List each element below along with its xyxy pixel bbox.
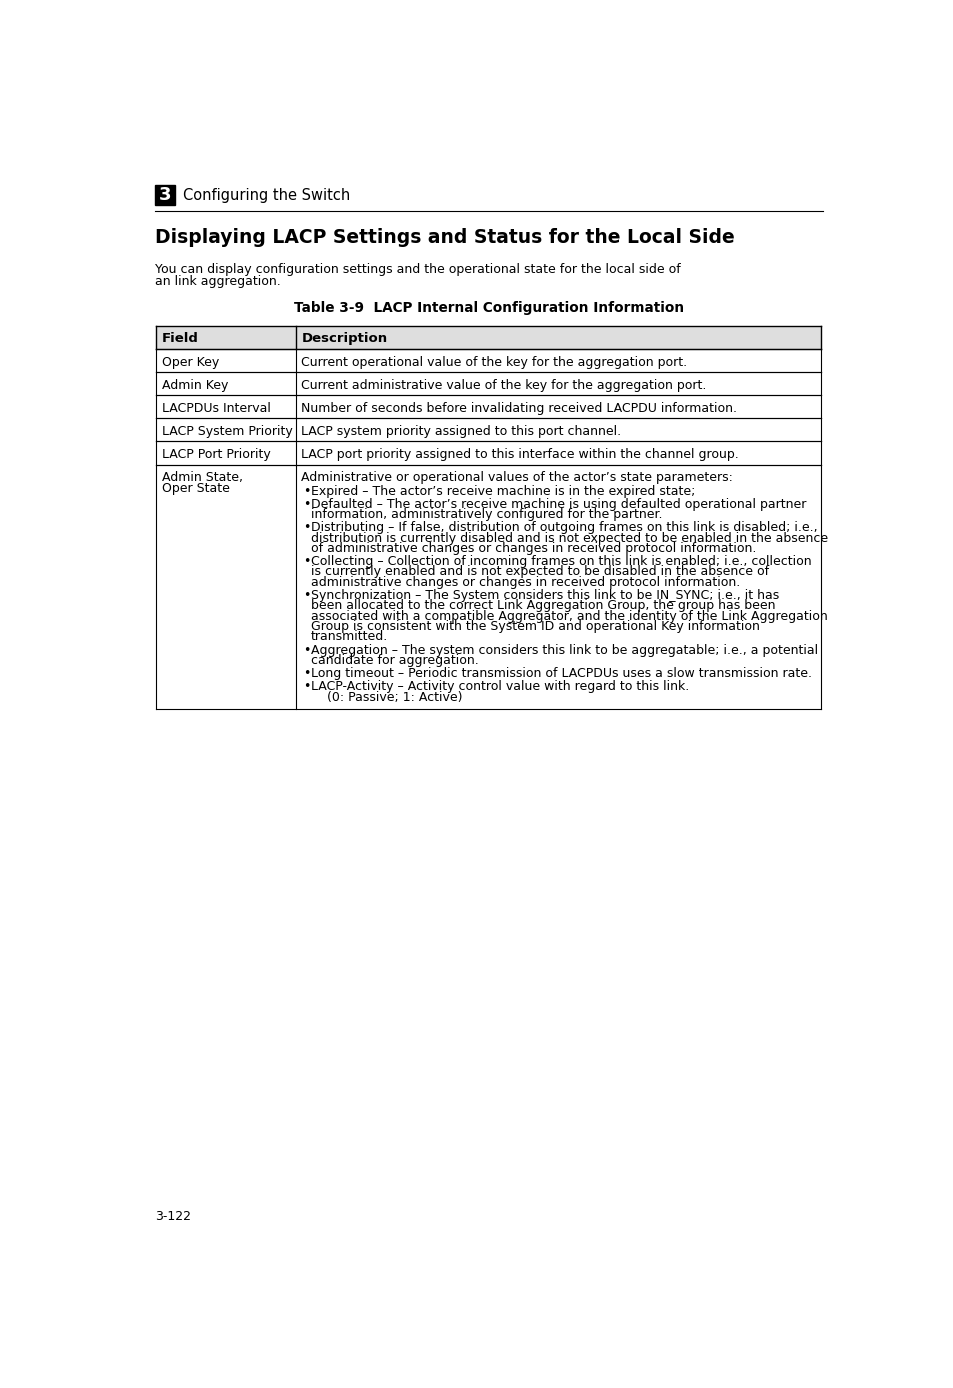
Text: Current operational value of the key for the aggregation port.: Current operational value of the key for… [301,355,687,369]
Text: •: • [303,644,310,657]
Text: Configuring the Switch: Configuring the Switch [183,187,350,203]
Text: Synchronization – The System considers this link to be IN_SYNC; i.e., it has: Synchronization – The System considers t… [311,589,778,602]
Text: Administrative or operational values of the actor’s state parameters:: Administrative or operational values of … [301,472,733,484]
Text: Description: Description [301,332,387,346]
Bar [154,185,174,205]
Text: Long timeout – Periodic transmission of LACPDUs uses a slow transmission rate.: Long timeout – Periodic transmission of … [311,668,811,680]
Text: Oper Key: Oper Key [162,355,219,369]
Text: Expired – The actor’s receive machine is in the expired state;: Expired – The actor’s receive machine is… [311,484,695,497]
Bar [156,326,821,348]
Text: Aggregation – The system considers this link to be aggregatable; i.e., a potenti: Aggregation – The system considers this … [311,644,817,657]
Text: Admin State,: Admin State, [162,472,243,484]
Text: •: • [303,555,310,568]
Text: LACP System Priority: LACP System Priority [162,425,293,439]
Text: •: • [303,589,310,602]
Text: information, administratively configured for the partner.: information, administratively configured… [311,508,661,520]
Text: Distributing – If false, distribution of outgoing frames on this link is disable: Distributing – If false, distribution of… [311,520,817,534]
Text: LACP system priority assigned to this port channel.: LACP system priority assigned to this po… [301,425,620,439]
Text: distribution is currently disabled and is not expected to be enabled in the abse: distribution is currently disabled and i… [311,532,827,544]
Text: Displaying LACP Settings and Status for the Local Side: Displaying LACP Settings and Status for … [154,228,734,247]
Text: (0: Passive; 1: Active): (0: Passive; 1: Active) [311,691,461,704]
Text: associated with a compatible Aggregator, and the identity of the Link Aggregatio: associated with a compatible Aggregator,… [311,609,826,623]
Text: Number of seconds before invalidating received LACPDU information.: Number of seconds before invalidating re… [301,403,737,415]
Text: of administrative changes or changes in received protocol information.: of administrative changes or changes in … [311,541,756,555]
Text: LACP Port Priority: LACP Port Priority [162,448,271,461]
Text: You can display configuration settings and the operational state for the local s: You can display configuration settings a… [154,262,679,276]
Text: Defaulted – The actor’s receive machine is using defaulted operational partner: Defaulted – The actor’s receive machine … [311,498,805,511]
Text: LACP port priority assigned to this interface within the channel group.: LACP port priority assigned to this inte… [301,448,739,461]
Text: Current administrative value of the key for the aggregation port.: Current administrative value of the key … [301,379,706,391]
Text: •: • [303,520,310,534]
Text: LACP-Activity – Activity control value with regard to this link.: LACP-Activity – Activity control value w… [311,680,688,693]
Text: Collecting – Collection of incoming frames on this link is enabled; i.e., collec: Collecting – Collection of incoming fram… [311,555,810,568]
Text: Table 3-9  LACP Internal Configuration Information: Table 3-9 LACP Internal Configuration In… [294,301,683,315]
Text: administrative changes or changes in received protocol information.: administrative changes or changes in rec… [311,576,740,589]
Text: candidate for aggregation.: candidate for aggregation. [311,654,477,668]
Text: •: • [303,498,310,511]
Text: LACPDUs Interval: LACPDUs Interval [162,403,271,415]
Text: 3-122: 3-122 [154,1210,191,1223]
Text: Oper State: Oper State [162,482,230,496]
Text: •: • [303,484,310,497]
Text: been allocated to the correct Link Aggregation Group, the group has been: been allocated to the correct Link Aggre… [311,600,775,612]
Text: Group is consistent with the System ID and operational Key information: Group is consistent with the System ID a… [311,620,759,633]
Text: Field: Field [162,332,198,346]
Text: •: • [303,668,310,680]
Text: is currently enabled and is not expected to be disabled in the absence of: is currently enabled and is not expected… [311,565,768,579]
Text: Admin Key: Admin Key [162,379,228,391]
Text: transmitted.: transmitted. [311,630,388,644]
Text: an link aggregation.: an link aggregation. [154,275,280,289]
Text: 3: 3 [158,186,171,204]
Text: •: • [303,680,310,693]
